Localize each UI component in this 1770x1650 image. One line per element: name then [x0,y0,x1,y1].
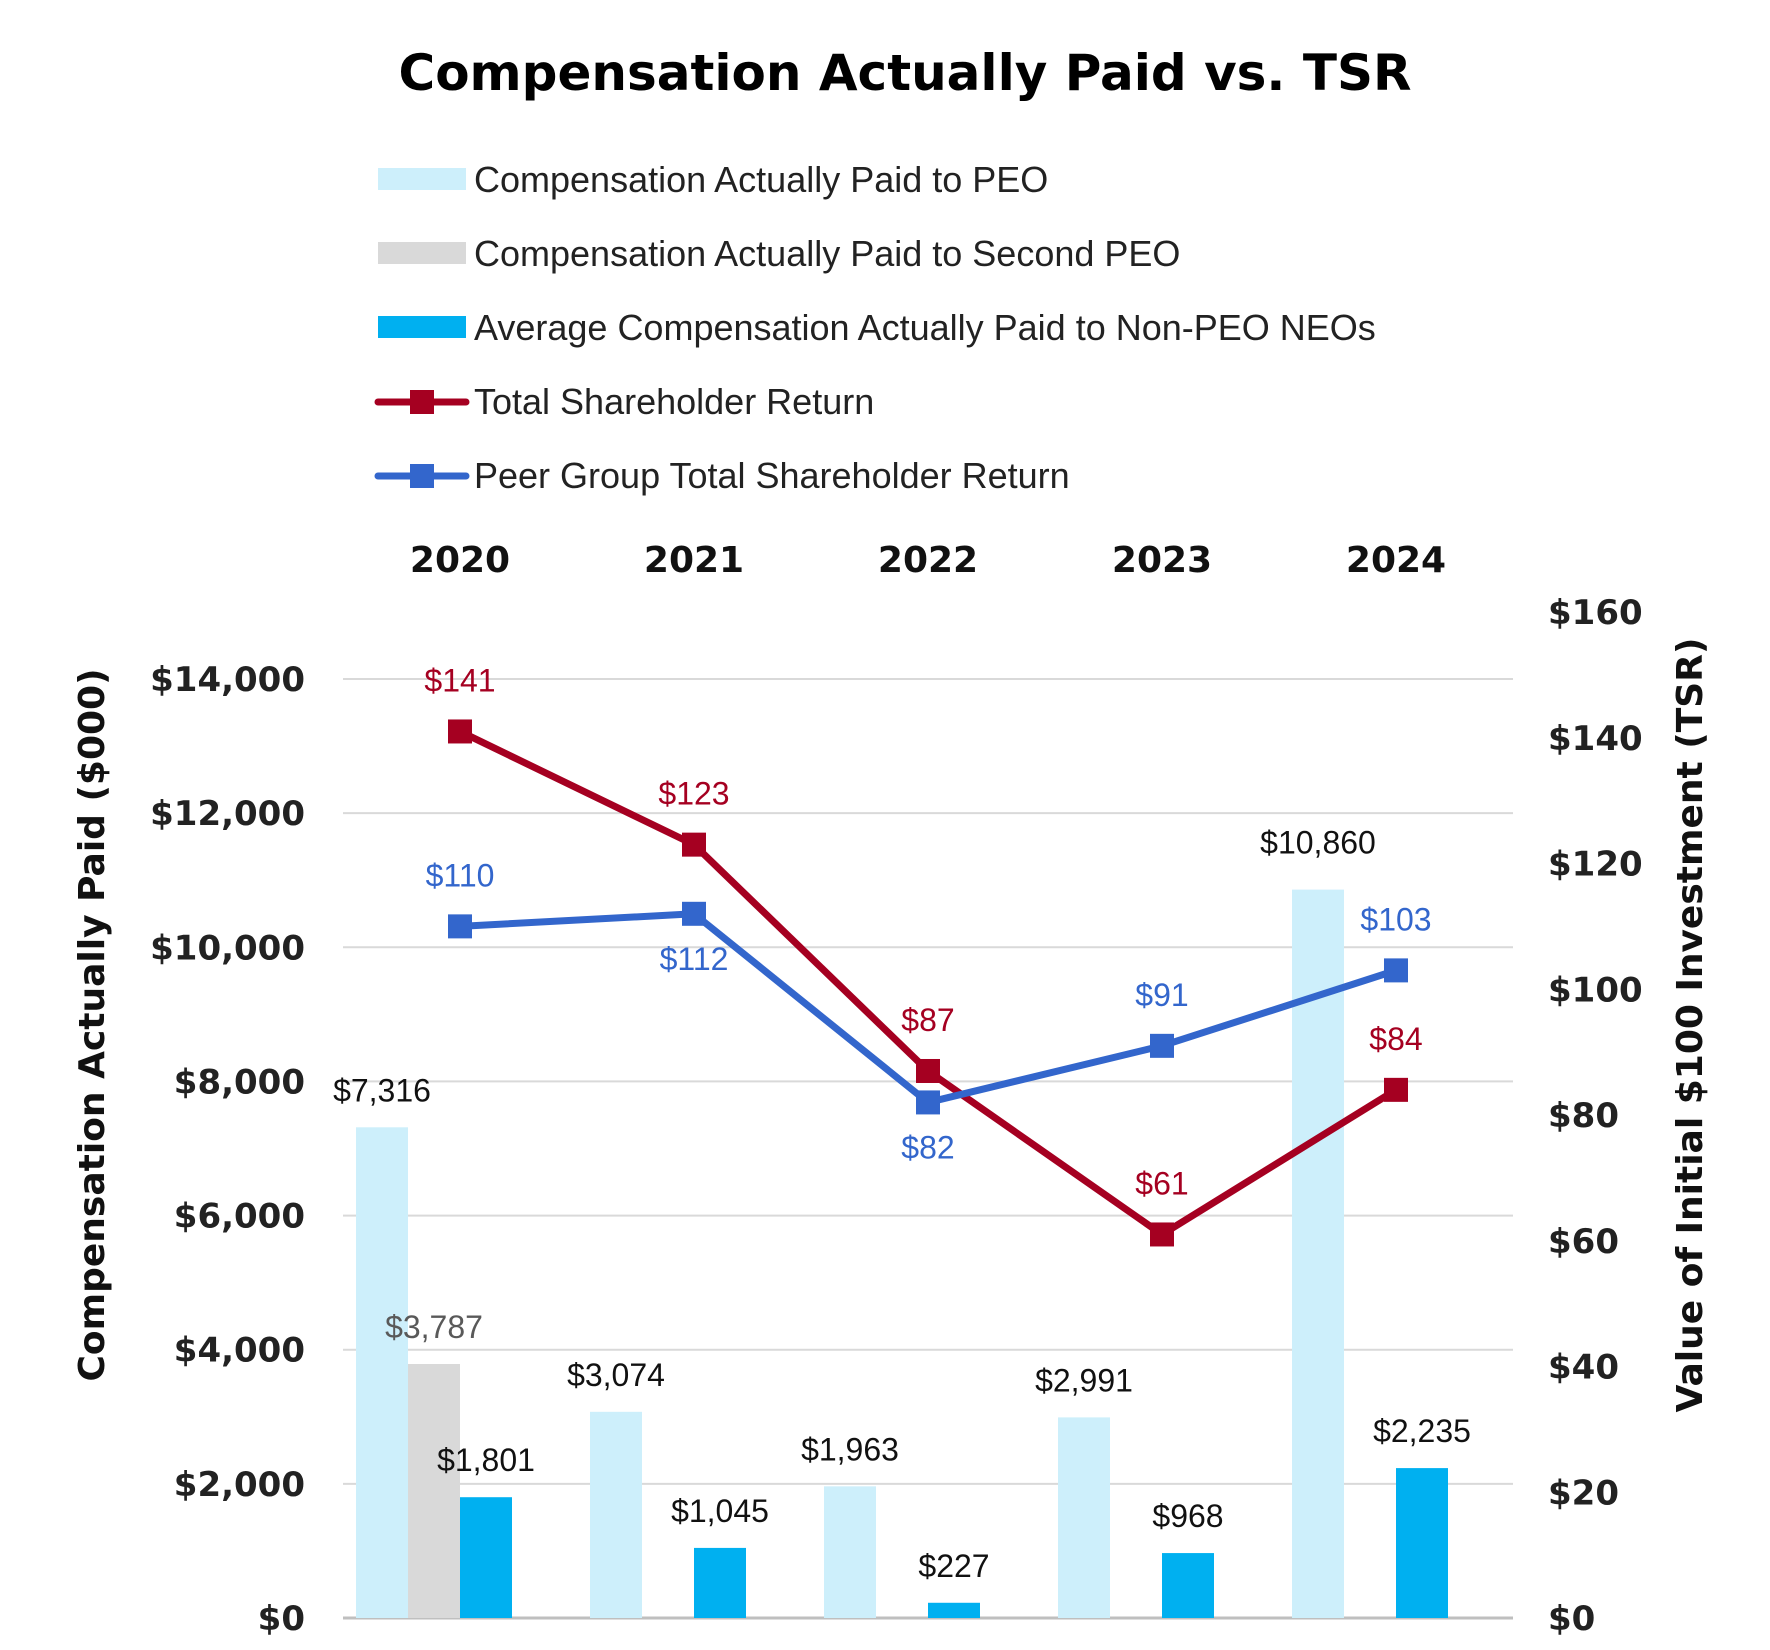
line-marker [1150,1033,1174,1058]
legend-label: Peer Group Total Shareholder Return [474,455,1070,496]
bar [928,1602,980,1618]
bar [408,1364,460,1618]
legend: Compensation Actually Paid to PEO Compens… [374,159,1376,496]
bar-data-label: $968 [1152,1498,1223,1534]
right-axis-ticks: $0 $20 $40 $60 $80 $100 $120 $140 $160 [1548,593,1643,1639]
legend-label: Compensation Actually Paid to PEO [474,159,1048,200]
line-marker [1384,958,1408,983]
legend-swatch [378,168,466,190]
line-marker [1150,1222,1174,1247]
line-data-label: $103 [1360,901,1431,937]
bar [356,1127,408,1618]
bar [460,1497,512,1618]
legend-marker [410,464,434,488]
lines [448,719,1408,1247]
left-tick-label: $14,000 [150,660,305,700]
line-marker [448,719,472,744]
bar-data-label: $3,787 [385,1309,483,1345]
category-label: 2024 [1346,540,1446,581]
line-marker [916,1058,940,1083]
bar [824,1486,876,1618]
right-tick-label: $80 [1548,1096,1619,1136]
left-tick-label: $6,000 [174,1197,305,1237]
right-tick-label: $0 [1548,1599,1595,1639]
bar-data-label: $1,045 [671,1493,769,1529]
left-tick-label: $10,000 [150,928,305,968]
right-tick-label: $20 [1548,1473,1619,1513]
line-data-label: $141 [424,662,495,698]
bar-data-label: $227 [918,1548,989,1584]
bar-data-labels: $7,316 $3,074 $1,963 $2,991 $10,860 $3,787 $1,… [333,825,1471,1584]
right-tick-label: $140 [1548,719,1643,759]
legend-swatch [378,316,466,338]
legend-swatch [378,242,466,264]
left-tick-label: $0 [258,1599,305,1639]
bar [1058,1417,1110,1618]
line-data-label: $112 [660,941,729,977]
bar-data-label: $7,316 [333,1072,431,1108]
right-tick-label: $160 [1548,593,1643,633]
line-marker [1384,1077,1408,1102]
line-data-label: $110 [426,857,495,893]
bar-data-label: $10,860 [1260,825,1376,861]
line-marker [448,914,472,939]
legend-label: Total Shareholder Return [474,381,874,422]
bar [1162,1553,1214,1618]
category-label: 2020 [410,540,510,581]
bar [1396,1468,1448,1618]
line-data-label: $84 [1369,1021,1422,1057]
bar-data-label: $2,235 [1373,1413,1471,1449]
bars [356,889,1448,1618]
left-tick-label: $12,000 [150,794,305,834]
line-data-label: $91 [1135,977,1188,1013]
legend-label: Average Compensation Actually Paid to No… [474,307,1376,348]
category-label: 2022 [878,540,978,581]
bar-data-label: $1,963 [801,1431,899,1467]
right-tick-label: $40 [1548,1348,1619,1388]
category-labels: 2020 2021 2022 2023 2024 [410,540,1446,581]
bar [694,1547,746,1618]
category-label: 2023 [1112,540,1212,581]
line-data-label: $82 [901,1129,954,1165]
left-axis-ticks: $0 $2,000 $4,000 $6,000 $8,000 $10,000 $12,000… [150,660,305,1639]
left-axis-title: Compensation Actually Paid ($000) [72,668,113,1381]
chart-title: Compensation Actually Paid vs. TSR [399,44,1412,102]
left-tick-label: $4,000 [174,1331,305,1371]
right-tick-label: $60 [1548,1222,1619,1262]
line-data-labels: $141 $123 $87 $61 $84 $110 $112 $82 $91 $103 [424,662,1431,1201]
bar [1292,889,1344,1618]
legend-marker [410,390,434,414]
left-tick-label: $2,000 [174,1465,305,1505]
line-marker [682,832,706,857]
bar-data-label: $3,074 [567,1357,665,1393]
right-tick-label: $120 [1548,845,1643,885]
right-tick-label: $100 [1548,970,1643,1010]
line-marker [916,1090,940,1115]
bar-data-label: $2,991 [1035,1362,1133,1398]
line-data-label: $87 [901,1002,954,1038]
line-marker [682,901,706,926]
bar-data-label: $1,801 [437,1442,535,1478]
bar [590,1411,642,1618]
category-label: 2021 [644,540,744,581]
line-data-label: $61 [1135,1165,1188,1201]
right-axis-title: Value of Initial $100 Investment (TSR) [1670,638,1711,1413]
legend-label: Compensation Actually Paid to Second PEO [474,233,1180,274]
left-tick-label: $8,000 [174,1062,305,1102]
line-data-label: $123 [658,776,729,812]
